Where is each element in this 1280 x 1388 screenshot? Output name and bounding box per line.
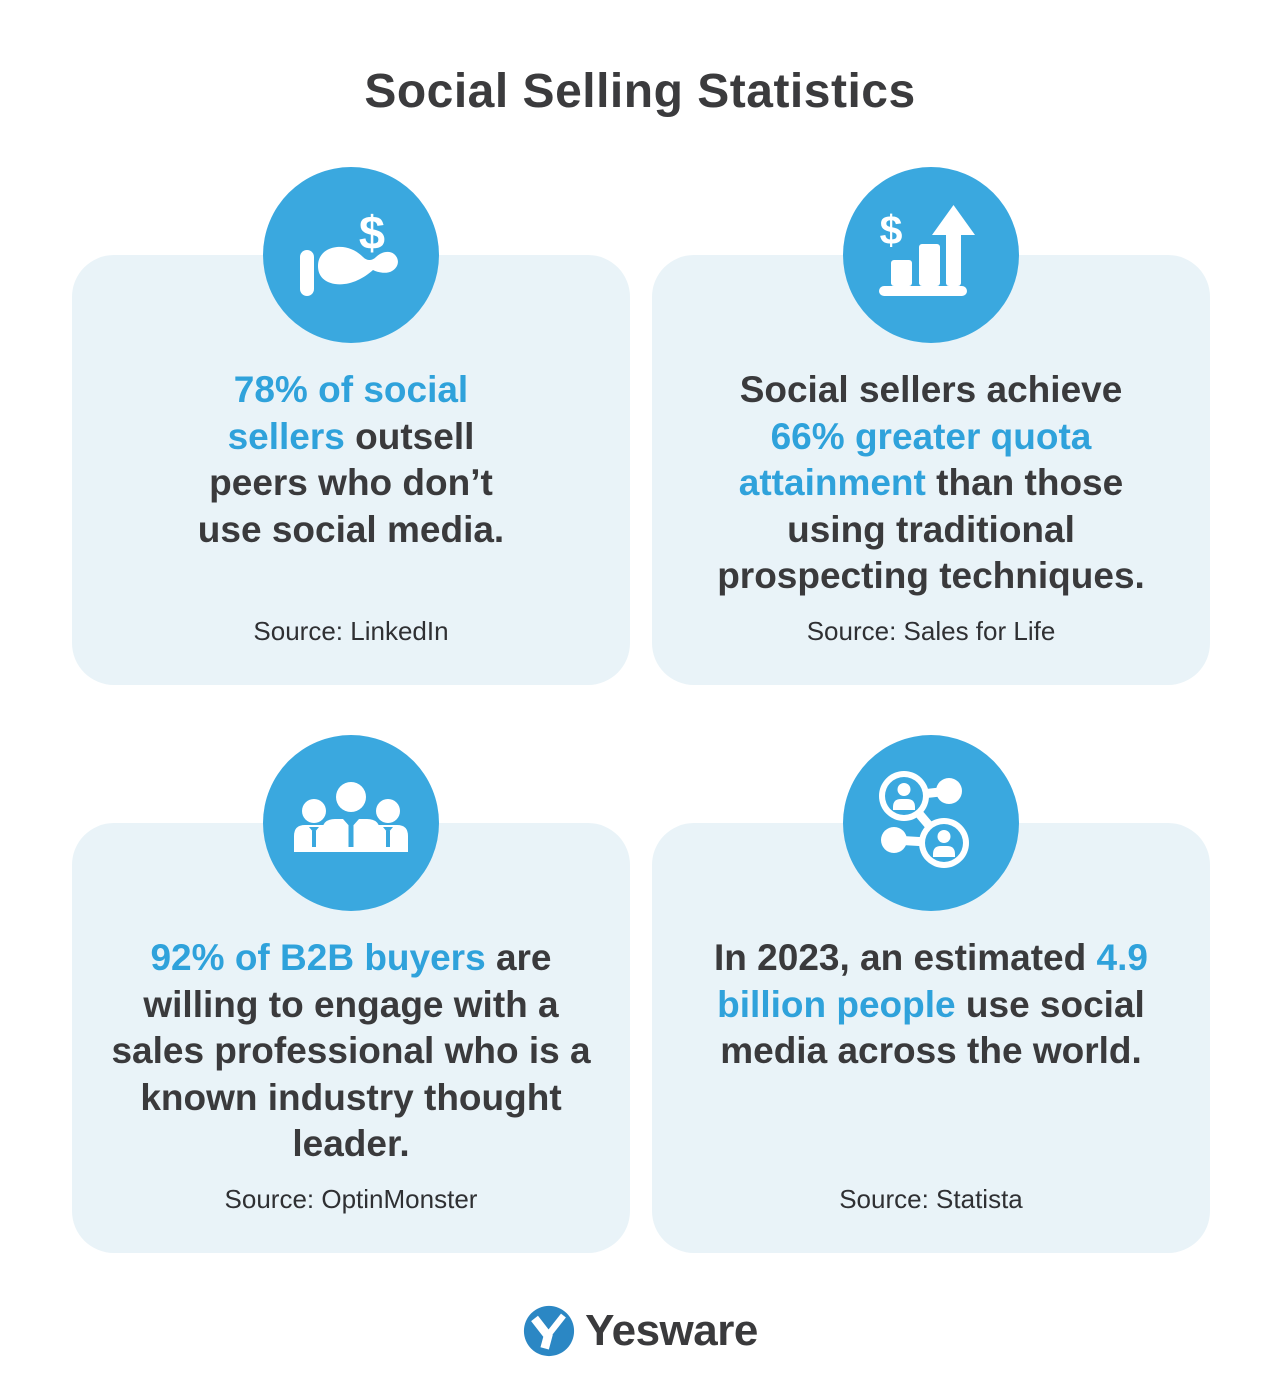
stat-highlight: 92% of B2B buyers — [150, 937, 496, 978]
stat-card-social-media-users: In 2023, an estimated 4.9 billion people… — [652, 735, 1210, 1253]
source-label: Source: Statista — [839, 1184, 1023, 1214]
stat-plain: outsell peers who don’t use social media… — [197, 415, 505, 550]
network-glyph — [879, 771, 969, 868]
network-icon — [843, 735, 1019, 911]
stat-plain: use social media across the world. — [720, 983, 1145, 1072]
stat-card-b2b-buyers: 92% of B2B buyers are willing to engage … — [72, 735, 630, 1253]
team-icon — [263, 735, 439, 911]
stat-plain: Social sellers achieve — [739, 369, 1123, 410]
stat-highlight: 78% of social sellers — [227, 369, 469, 457]
svg-text:$: $ — [359, 206, 385, 259]
stat-plain: In 2023, an estimated — [714, 937, 1097, 978]
stat-text: 78% of social sellers outsell peers who … — [175, 367, 527, 553]
stat-plain: than those using traditional prospecting… — [717, 462, 1145, 597]
source-label: Source: LinkedIn — [253, 616, 449, 646]
source-label: Source: Sales for Life — [806, 616, 1056, 646]
sales-growth-chart-icon: $ — [843, 167, 1019, 343]
svg-text:$: $ — [880, 207, 903, 253]
page-title: Social Selling Statistics — [364, 65, 916, 118]
stat-highlight: 4.9 billion people — [717, 937, 1148, 1025]
sales-growth-chart-glyph: $ — [879, 205, 975, 296]
hand-holding-dollar-icon: $ — [263, 167, 439, 343]
stat-card-quota-attainment: $ Social sellers achieve 66% greater quo… — [652, 167, 1210, 685]
stat-plain: are willing to engage with a sales profe… — [111, 937, 591, 1165]
stat-text: 92% of B2B buyers are willing to engage … — [111, 935, 591, 1168]
yesware-wordmark: Yesware — [585, 1306, 758, 1355]
stat-text: In 2023, an estimated 4.9 billion people… — [707, 935, 1155, 1075]
stat-card-social-sellers-outsell: $ 78% of social sellers outsell peers wh… — [72, 167, 630, 685]
yesware-logo: Yesware — [0, 1302, 1280, 1360]
yesware-logo-mark-icon — [524, 1305, 575, 1357]
source-label: Source: OptinMonster — [224, 1184, 478, 1214]
stat-text: Social sellers achieve 66% greater quota… — [705, 367, 1157, 600]
hand-holding-dollar-glyph: $ — [300, 206, 398, 296]
team-glyph — [294, 782, 408, 852]
stat-highlight: 66% greater quota attainment — [738, 415, 1092, 504]
